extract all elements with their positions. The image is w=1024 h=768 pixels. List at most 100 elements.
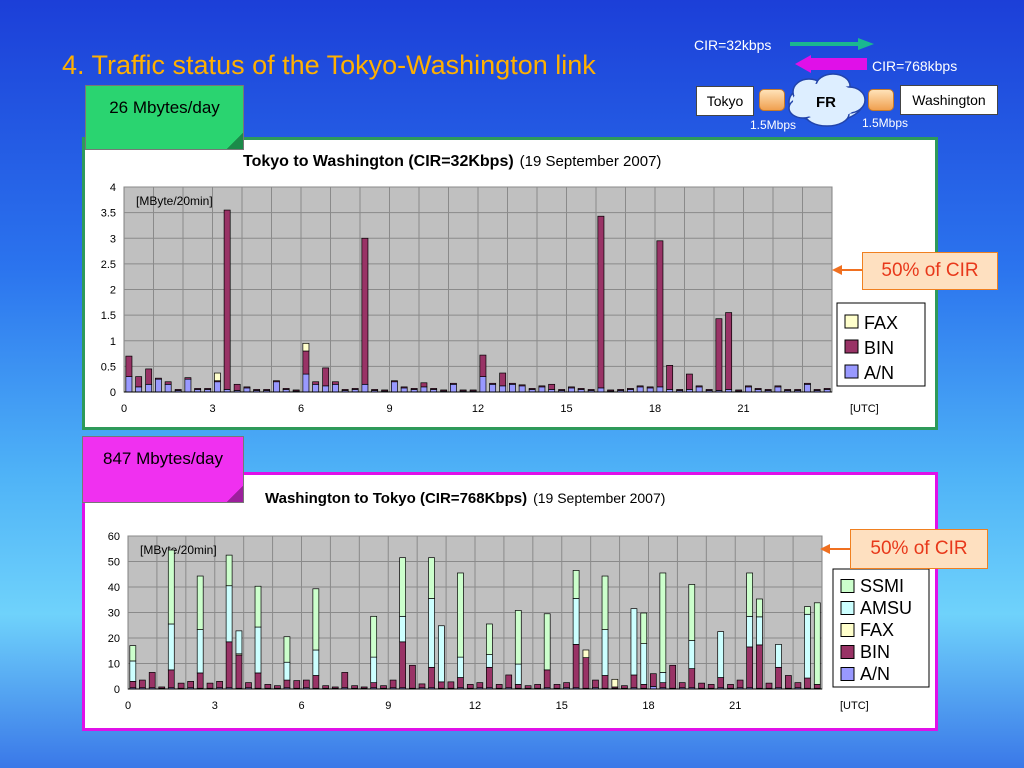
- bar-segment: [312, 649, 320, 676]
- bar-segment: [646, 386, 654, 389]
- bar-segment: [158, 686, 166, 689]
- bar-segment: [196, 672, 204, 689]
- bar-segment: [225, 554, 233, 587]
- bar-segment: [514, 684, 522, 689]
- bar-segment: [450, 382, 457, 385]
- bar-segment: [486, 666, 493, 689]
- chart-subtitle: (19 September 2007): [533, 490, 665, 506]
- bar-segment: [196, 575, 204, 630]
- x-tick-label: 15: [560, 403, 572, 415]
- legend-swatch: [840, 645, 855, 659]
- bar-segment: [756, 644, 763, 689]
- bar-segment: [254, 626, 262, 674]
- legend-swatch: [844, 314, 859, 329]
- bar-segment: [129, 660, 137, 682]
- legend-swatch: [844, 364, 859, 379]
- bar-segment: [274, 685, 281, 689]
- bar-segment: [479, 354, 487, 377]
- bar-segment: [823, 388, 831, 390]
- bar-segment: [225, 641, 233, 689]
- bar-segment: [636, 385, 644, 388]
- bar-segment: [717, 631, 725, 678]
- bar-segment: [686, 373, 693, 390]
- bar-segment: [164, 381, 172, 385]
- bar-segment: [765, 682, 773, 689]
- bar-segment: [617, 389, 625, 391]
- bar-segment: [688, 584, 696, 641]
- bar-segment: [174, 389, 182, 391]
- bar-segment: [440, 389, 448, 392]
- bar-segment: [206, 682, 214, 689]
- bar-segment: [184, 377, 192, 380]
- bar-segment: [125, 355, 133, 377]
- bar-segment: [486, 623, 493, 655]
- x-tick-label: 0: [125, 700, 131, 712]
- down-arrow-head: [795, 55, 811, 73]
- bar-segment: [371, 389, 379, 391]
- bar-segment: [514, 610, 522, 665]
- note-fold-corner: [227, 133, 243, 149]
- bar-segment: [601, 629, 609, 676]
- legend-swatch: [840, 579, 855, 593]
- cir-down-label: CIR=768kbps: [872, 58, 958, 74]
- bar-segment: [177, 682, 185, 689]
- bar-segment: [707, 684, 715, 689]
- bar-segment: [341, 389, 349, 391]
- x-tick-label: 6: [298, 403, 304, 415]
- x-tick-label: 9: [385, 700, 391, 712]
- bar-segment: [312, 675, 320, 689]
- bar-segment: [399, 615, 406, 643]
- bar-segment: [813, 684, 821, 689]
- bar-segment: [331, 686, 339, 689]
- bar-segment: [155, 377, 162, 380]
- x-tick-label: 12: [472, 403, 484, 415]
- x-axis-label: [UTC]: [840, 700, 869, 712]
- bar-segment: [418, 683, 426, 689]
- bar-segment: [640, 612, 648, 644]
- legend-label: A/N: [864, 363, 894, 383]
- up-arrow-shaft: [790, 42, 860, 46]
- bar-segment: [524, 685, 532, 689]
- bottom-cir-callout: 50% of CIR: [850, 529, 988, 569]
- bar-segment: [273, 380, 280, 383]
- x-tick-label: 21: [729, 700, 741, 712]
- right-speed-label: 1.5Mbps: [862, 116, 909, 130]
- bar-segment: [746, 646, 753, 689]
- x-tick-label: 3: [209, 403, 215, 415]
- bar-segment: [148, 672, 156, 689]
- bar-segment: [466, 684, 474, 689]
- bar-segment: [332, 381, 339, 385]
- bar-segment: [263, 389, 271, 391]
- bar-segment: [167, 669, 175, 689]
- bar-segment: [601, 675, 609, 689]
- bar-segment: [688, 640, 696, 669]
- bar-segment: [649, 673, 657, 687]
- right-link-icon: [868, 89, 894, 111]
- bar-segment: [322, 685, 330, 689]
- y-tick-label: 40: [108, 582, 120, 594]
- bar-segment: [302, 679, 310, 689]
- bar-segment: [754, 388, 762, 390]
- bar-segment: [243, 386, 251, 389]
- bar-segment: [235, 630, 243, 655]
- x-tick-label: 9: [386, 403, 392, 415]
- down-arrow-icon: [795, 55, 867, 73]
- unit-label: [MByte/20min]: [140, 543, 217, 557]
- bar-segment: [457, 677, 464, 689]
- bar-segment: [774, 385, 782, 388]
- bar-segment: [322, 367, 330, 387]
- bar-segment: [666, 365, 674, 390]
- unit-label: [MByte/20min]: [136, 194, 213, 208]
- bar-segment: [548, 383, 556, 390]
- y-tick-label: 30: [108, 608, 120, 620]
- bar-segment: [399, 557, 406, 617]
- top-volume-text: 26 Mbytes/day: [109, 98, 220, 117]
- bar-segment: [389, 679, 397, 689]
- bottom-volume-note: 847 Mbytes/day: [82, 436, 244, 503]
- bar-segment: [601, 575, 609, 630]
- bar-segment: [813, 602, 821, 685]
- y-tick-label: 0: [114, 684, 120, 696]
- x-tick-label: 18: [642, 700, 654, 712]
- legend-label: FAX: [860, 620, 894, 640]
